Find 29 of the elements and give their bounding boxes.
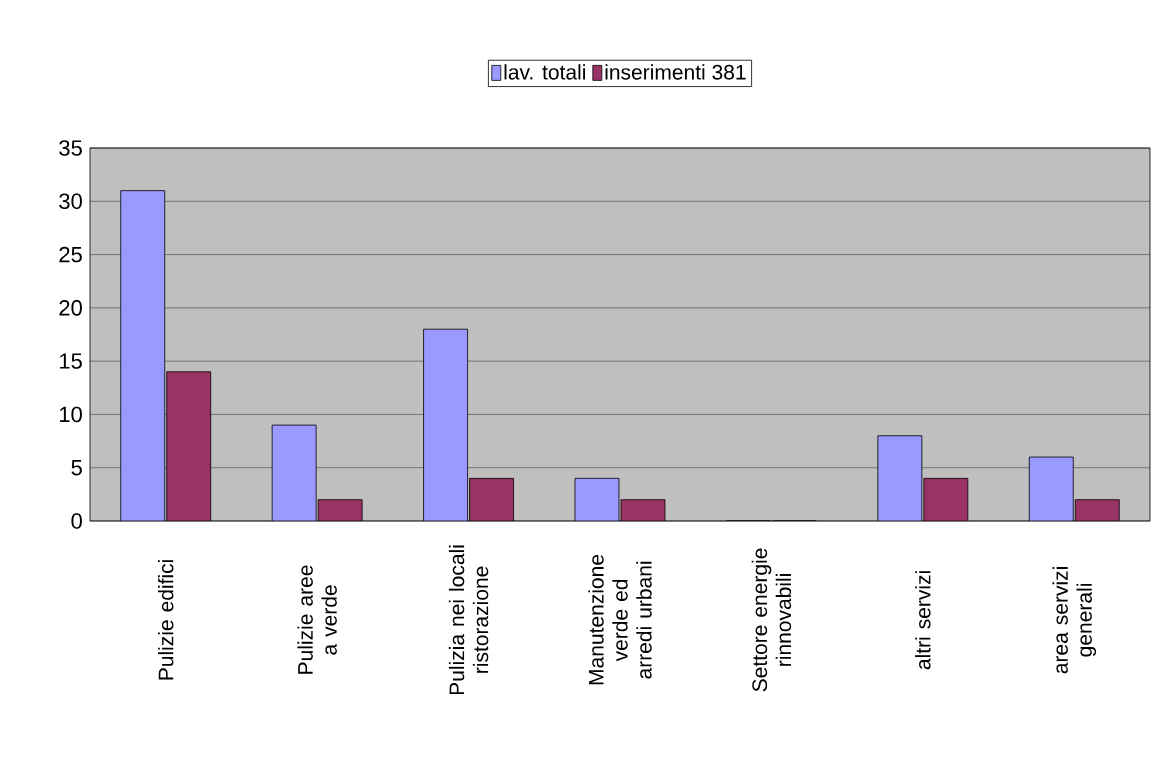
x-tick-label: altri servizi	[915, 571, 931, 670]
x-tick-label: Settore energie rinnovabili	[751, 548, 792, 692]
bar	[120, 190, 166, 521]
bar	[423, 328, 468, 521]
legend-label: lav. totali	[504, 64, 585, 80]
bar	[1028, 456, 1074, 521]
y-tick-label: 20	[59, 300, 82, 316]
bar	[620, 499, 666, 521]
y-tick-label: 35	[59, 140, 82, 156]
bar	[574, 477, 620, 521]
x-tick-label: Pulizia nei locali ristorazione	[448, 545, 489, 695]
y-tick-label: 10	[60, 406, 82, 423]
y-tick-label: 30	[59, 193, 82, 210]
y-tick-label: 0	[71, 513, 82, 529]
y-tick-label: 15	[60, 353, 82, 369]
x-tick-label: Pulizie edifici	[158, 560, 174, 680]
x-tick-label: area servizi generali	[1052, 567, 1097, 674]
bar	[469, 477, 514, 521]
y-tick-label: 25	[59, 246, 82, 263]
legend-label: inserimenti 381	[605, 64, 746, 80]
y-tick-label: 5	[71, 460, 82, 476]
bar	[166, 371, 212, 521]
bar	[877, 435, 923, 521]
bar	[271, 424, 317, 521]
bar	[317, 499, 363, 521]
x-tick-label: Pulizie aree a verde	[297, 565, 337, 674]
bar	[923, 477, 969, 521]
bar	[1074, 499, 1120, 521]
x-tick-label: Manutenzione verde ed arredi urbani	[588, 554, 652, 685]
